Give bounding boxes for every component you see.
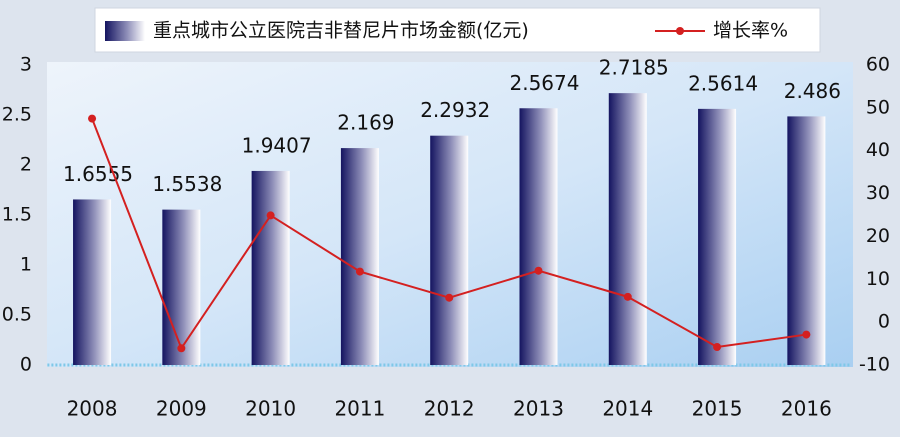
y2-tick-label: 0: [878, 311, 890, 333]
line-marker: [713, 343, 722, 351]
y-tick-label: 3: [20, 54, 32, 76]
legend-bar-swatch: [105, 21, 145, 41]
y2-tick-label: 40: [866, 139, 890, 161]
bar: [608, 93, 647, 366]
y2-tick-label: 20: [866, 225, 890, 247]
bar: [340, 148, 379, 365]
bar: [430, 135, 469, 365]
value-label: 1.6555: [63, 162, 133, 186]
value-label: 2.486: [784, 79, 841, 103]
bar: [251, 170, 290, 365]
legend-marker: [676, 27, 684, 35]
y-tick-label: 0: [20, 354, 32, 376]
line-marker: [623, 292, 632, 301]
line-marker: [445, 293, 454, 302]
value-label: 1.9407: [242, 133, 312, 157]
value-label: 2.5614: [688, 71, 758, 95]
line-marker: [534, 266, 543, 275]
legend: 重点城市公立医院吉非替尼片市场金额(亿元) 增长率%: [94, 7, 821, 53]
value-label: 1.5538: [152, 172, 222, 196]
line-marker: [802, 330, 811, 339]
bar: [73, 199, 112, 365]
y-tick-label: 1: [20, 254, 32, 276]
legend-label: 增长率%: [713, 20, 788, 42]
bar: [787, 116, 826, 366]
y2-tick-label: 60: [866, 54, 890, 76]
value-label: 2.2932: [420, 98, 490, 122]
line-marker: [355, 267, 364, 276]
x-tick-label: 2014: [602, 397, 653, 421]
y2-tick-label: 50: [866, 96, 890, 118]
y-tick-label: 2: [20, 154, 32, 176]
bar: [698, 108, 737, 366]
line-marker: [266, 211, 275, 220]
y2-tick-label: -10: [859, 354, 890, 376]
value-label: 2.5674: [509, 71, 579, 95]
x-tick-label: 2015: [692, 397, 743, 421]
x-tick-label: 2009: [156, 397, 207, 421]
bar: [519, 108, 558, 365]
value-label: 2.7185: [599, 56, 669, 80]
x-tick-label: 2010: [245, 397, 296, 421]
y2-tick-label: 10: [866, 268, 890, 290]
x-tick-label: 2013: [513, 397, 564, 421]
x-tick-label: 2012: [424, 397, 475, 421]
value-label: 2.169: [337, 111, 394, 135]
y-tick-label: 1.5: [2, 204, 32, 226]
y2-tick-label: 30: [866, 182, 890, 204]
line-marker: [88, 114, 97, 123]
x-tick-label: 2011: [334, 397, 385, 421]
y-tick-label: 0.5: [2, 304, 32, 326]
bar: [162, 209, 201, 365]
line-marker: [177, 344, 186, 353]
y-tick-label: 2.5: [2, 104, 32, 126]
x-tick-label: 2016: [781, 397, 832, 421]
x-tick-label: 2008: [67, 397, 118, 421]
legend-label: 重点城市公立医院吉非替尼片市场金额(亿元): [153, 20, 529, 42]
